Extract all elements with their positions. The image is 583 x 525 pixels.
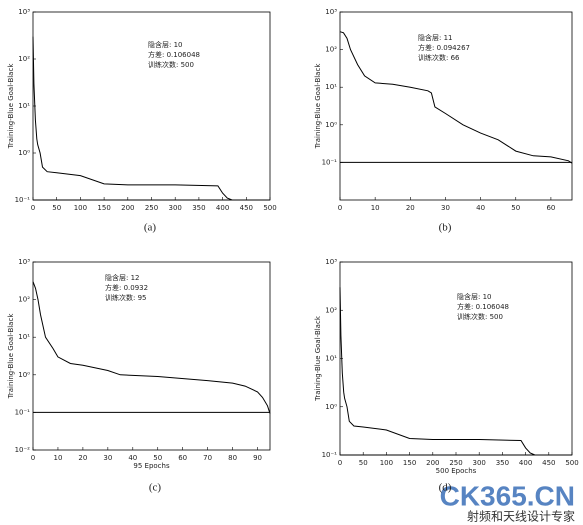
x-tick-label: 60 <box>178 454 187 462</box>
annotation: 方差: 0.106048 <box>148 50 200 59</box>
x-tick-label: 100 <box>380 459 393 467</box>
plot-frame <box>339 261 573 456</box>
annotation: 方差: 0.0932 <box>105 283 148 292</box>
x-tick-label: 150 <box>97 204 110 212</box>
x-tick-label: 0 <box>338 459 342 467</box>
y-tick-label: 10¹ <box>325 83 337 91</box>
x-tick-label: 40 <box>476 204 485 212</box>
y-tick-label: 10³ <box>18 8 30 16</box>
x-axis-label: 95 Epochs <box>133 462 170 470</box>
x-tick-label: 30 <box>441 204 450 212</box>
x-tick-label: 400 <box>519 459 532 467</box>
y-axis-label: Training-Blue Goal-Black <box>7 63 15 150</box>
x-tick-label: 50 <box>359 459 368 467</box>
training-curve <box>339 31 573 164</box>
x-tick-label: 450 <box>240 204 253 212</box>
y-tick-label: 10¹ <box>18 102 30 110</box>
x-tick-label: 50 <box>153 454 162 462</box>
caption: (c) <box>149 482 162 494</box>
annotation: 方差: 0.094267 <box>418 43 470 52</box>
training-curve <box>32 36 270 201</box>
x-tick-label: 50 <box>52 204 61 212</box>
caption: (d) <box>439 482 452 494</box>
x-tick-label: 30 <box>103 454 112 462</box>
training-curve <box>32 281 271 414</box>
y-tick-label: 10² <box>18 55 30 63</box>
x-tick-label: 20 <box>78 454 87 462</box>
x-tick-label: 40 <box>128 454 137 462</box>
x-tick-label: 250 <box>145 204 158 212</box>
y-tick-label: 10¹ <box>325 355 337 363</box>
plot-frame <box>32 261 271 451</box>
x-tick-label: 10 <box>53 454 62 462</box>
annotation: 隐含层: 10 <box>457 292 492 301</box>
y-axis-label: Training-Blue Goal-Black <box>314 63 322 150</box>
x-tick-label: 100 <box>74 204 87 212</box>
x-tick-label: 70 <box>203 454 212 462</box>
annotation: 训练次数: 500 <box>457 312 503 321</box>
x-axis-label: 500 Epochs <box>436 467 477 475</box>
x-tick-label: 400 <box>216 204 229 212</box>
y-tick-label: 10² <box>18 296 30 304</box>
annotation: 方差: 0.106048 <box>457 302 509 311</box>
caption: (a) <box>144 222 157 234</box>
plot-frame <box>339 11 573 201</box>
x-tick-label: 80 <box>228 454 237 462</box>
x-tick-label: 300 <box>169 204 182 212</box>
y-tick-label: 10⁻¹ <box>15 408 31 416</box>
y-tick-label: 10⁻¹ <box>15 196 31 204</box>
x-tick-label: 250 <box>449 459 462 467</box>
watermark-logo: CK365.CN <box>440 480 575 511</box>
y-tick-label: 10⁻¹ <box>322 158 338 166</box>
annotation: 训练次数: 66 <box>418 53 460 62</box>
x-tick-label: 60 <box>546 204 555 212</box>
x-tick-label: 300 <box>473 459 486 467</box>
y-tick-label: 10² <box>325 46 337 54</box>
x-tick-label: 350 <box>496 459 509 467</box>
y-tick-label: 10⁰ <box>18 149 30 157</box>
y-tick-label: 10⁰ <box>325 121 337 129</box>
x-tick-label: 0 <box>31 204 35 212</box>
caption: (b) <box>439 222 452 234</box>
x-tick-label: 200 <box>121 204 134 212</box>
plot-frame <box>32 11 271 201</box>
annotation: 训练次数: 95 <box>105 293 147 302</box>
x-tick-label: 450 <box>542 459 555 467</box>
x-tick-label: 0 <box>31 454 35 462</box>
y-tick-label: 10⁻¹ <box>322 451 338 459</box>
x-tick-label: 350 <box>192 204 205 212</box>
x-tick-label: 200 <box>426 459 439 467</box>
x-tick-label: 500 <box>263 204 276 212</box>
y-axis-label: Training-Blue Goal-Black <box>7 313 15 400</box>
x-tick-label: 10 <box>371 204 380 212</box>
x-tick-label: 20 <box>406 204 415 212</box>
x-tick-label: 500 <box>565 459 578 467</box>
annotation: 隐含层: 10 <box>148 40 183 49</box>
y-tick-label: 10¹ <box>18 333 30 341</box>
y-axis-label: Training-Blue Goal-Black <box>314 315 322 402</box>
annotation: 训练次数: 500 <box>148 60 194 69</box>
annotation: 隐含层: 11 <box>418 33 453 42</box>
x-tick-label: 150 <box>403 459 416 467</box>
y-tick-label: 10³ <box>325 258 337 266</box>
y-tick-label: 10³ <box>18 258 30 266</box>
y-tick-label: 10⁰ <box>18 371 30 379</box>
x-tick-label: 0 <box>338 204 342 212</box>
y-tick-label: 10² <box>325 306 337 314</box>
y-tick-label: 10⁰ <box>325 403 337 411</box>
annotation: 隐含层: 12 <box>105 273 140 282</box>
y-tick-label: 10³ <box>325 8 337 16</box>
training-curve <box>339 287 572 456</box>
x-tick-label: 90 <box>253 454 262 462</box>
watermark-slogan: 射频和天线设计专家 <box>467 509 575 524</box>
x-tick-label: 50 <box>511 204 520 212</box>
y-tick-label: 10⁻² <box>15 446 31 454</box>
